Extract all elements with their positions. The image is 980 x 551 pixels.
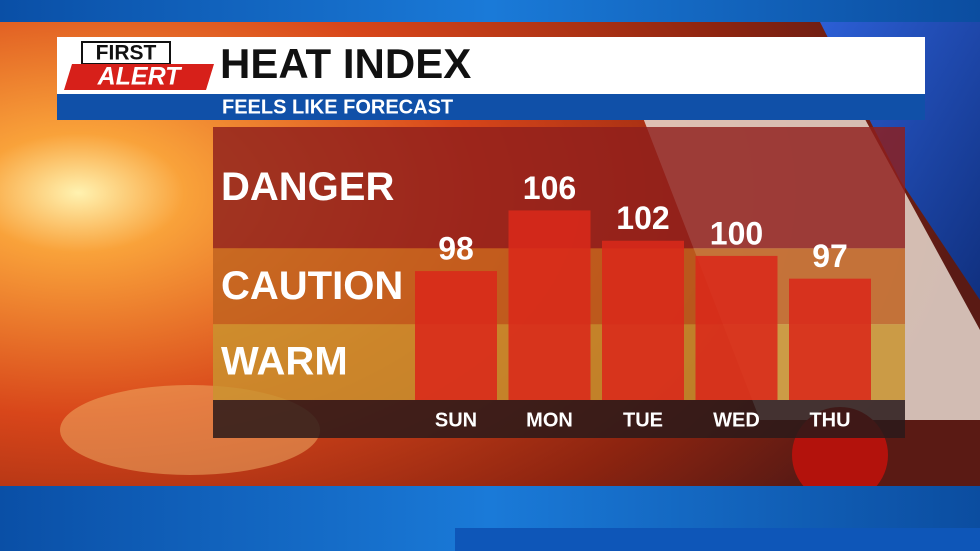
bar [415,271,497,400]
chart-title: HEAT INDEX [220,40,471,87]
value-label: 106 [523,170,576,206]
zone-label: DANGER [221,165,394,209]
bar [695,255,778,400]
bottom-band-accent [455,528,980,551]
zone-label: WARM [221,340,348,384]
bar [508,210,591,400]
category-strip [213,400,905,438]
value-label: 97 [812,238,848,274]
chart-subtitle: FEELS LIKE FORECAST [222,96,453,118]
value-label: 100 [710,215,763,251]
x-tick-label: WED [713,409,760,431]
logo-alert: ALERT [97,63,184,91]
x-tick-label: TUE [623,409,663,431]
subtitle-bar [57,94,925,120]
logo-first: FIRST [96,42,157,65]
plot: DANGER CAUTION WARM 98 SUN 106 MON 102 TUE 100 WED… [213,127,905,438]
logo-banner [64,64,214,90]
x-tick-label: THU [809,409,850,431]
x-tick-label: MON [526,409,573,431]
zone-label: CAUTION [221,264,403,308]
value-label: 102 [616,200,669,236]
x-tick-label: SUN [435,409,477,431]
bar [789,278,871,400]
top-band [0,0,980,22]
bar [602,240,684,400]
value-label: 98 [438,231,474,267]
